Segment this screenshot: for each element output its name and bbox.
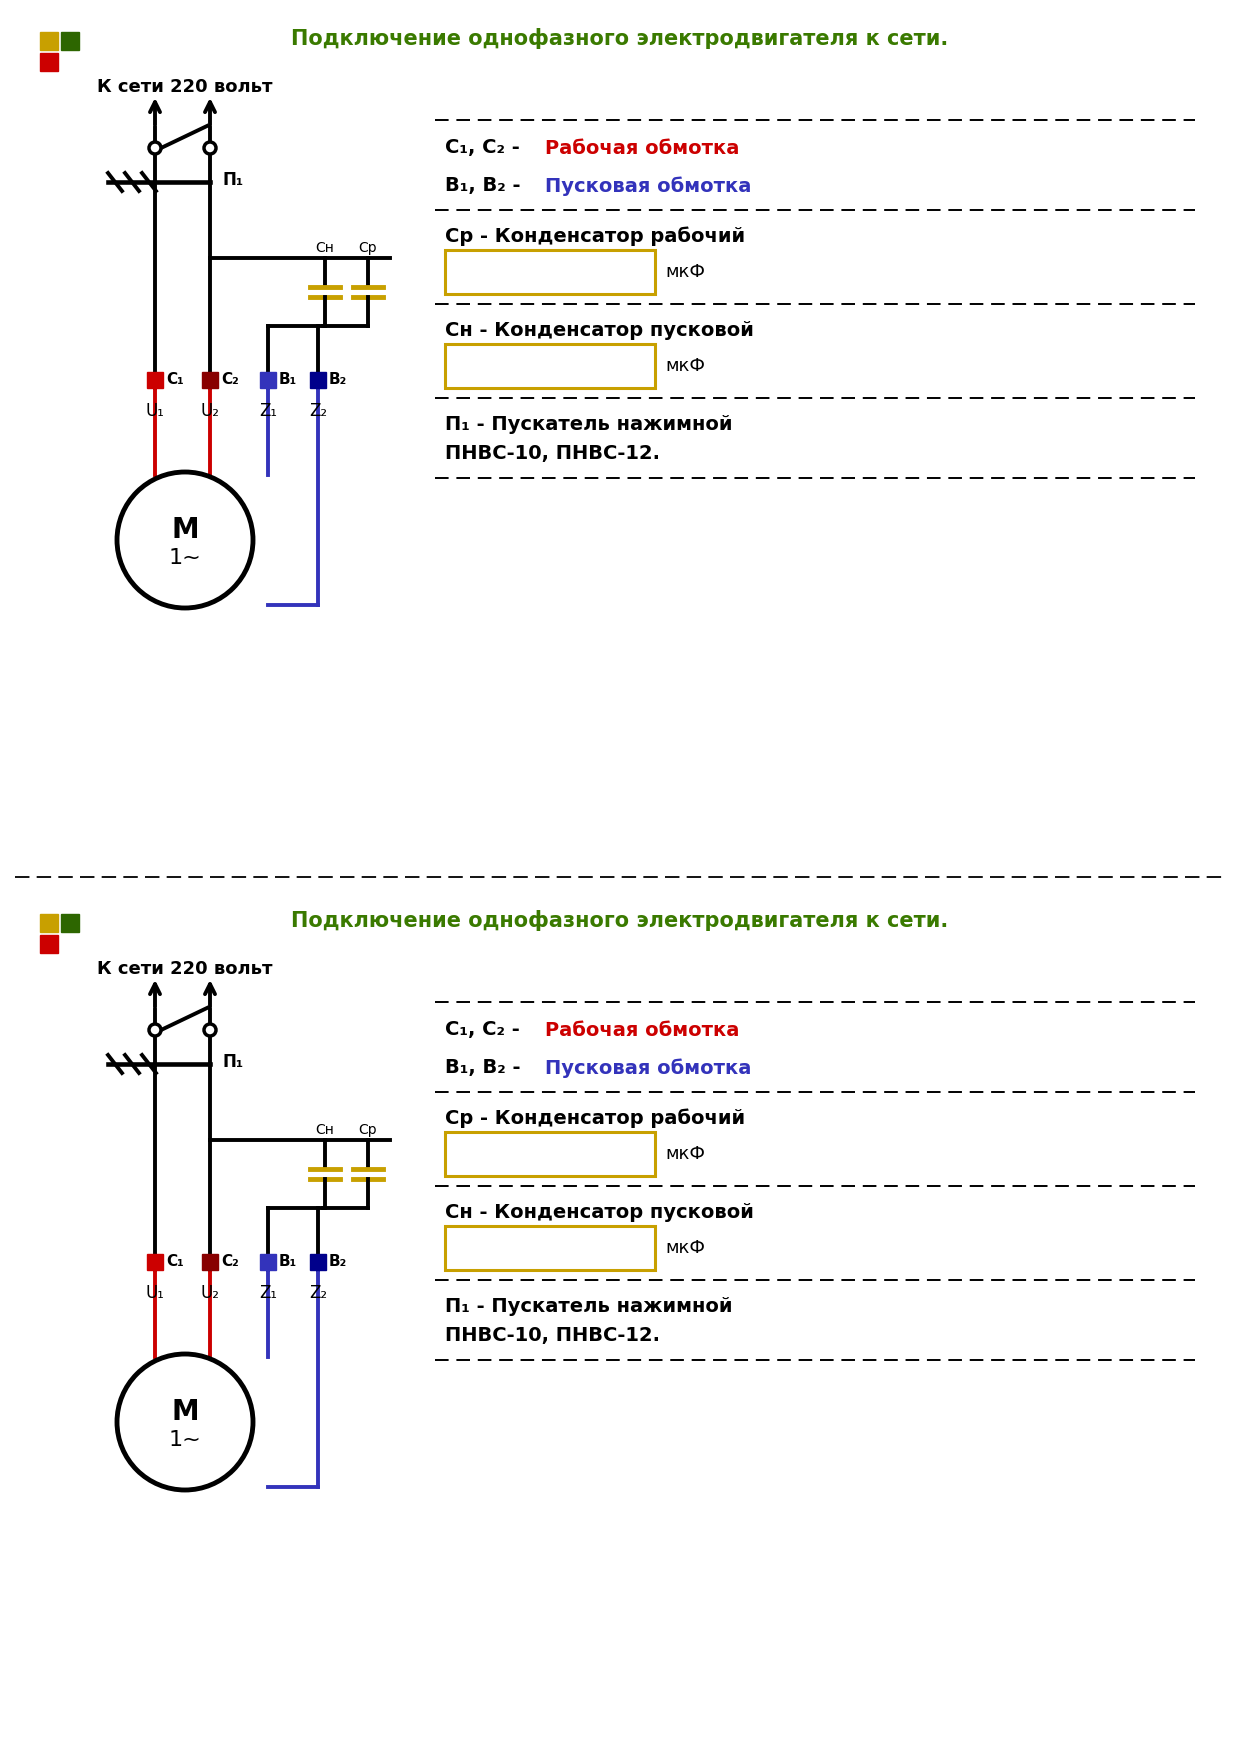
Text: П₁ - Пускатель нажимной: П₁ - Пускатель нажимной [445, 414, 733, 433]
Text: Подключение однофазного электродвигателя к сети.: Подключение однофазного электродвигателя… [291, 910, 949, 931]
Text: ПНВС-10, ПНВС-12.: ПНВС-10, ПНВС-12. [445, 1326, 660, 1345]
Text: мкФ: мкФ [665, 358, 706, 375]
Bar [61, 914, 79, 931]
Bar [40, 935, 58, 952]
Text: Z₁: Z₁ [259, 1284, 277, 1301]
Text: Z₂: Z₂ [309, 402, 327, 419]
Text: ПНВС-10, ПНВС-12.: ПНВС-10, ПНВС-12. [445, 444, 660, 463]
Text: С₁: С₁ [166, 372, 184, 388]
Text: С₁, С₂ -: С₁, С₂ - [445, 139, 527, 158]
Text: U₂: U₂ [201, 402, 219, 419]
Text: Z₁: Z₁ [259, 402, 277, 419]
Bar [40, 32, 58, 51]
Text: В₁: В₁ [279, 372, 298, 388]
Text: Пусковая обмотка: Пусковая обмотка [546, 175, 751, 196]
Bar [260, 1254, 277, 1270]
Bar [310, 1254, 326, 1270]
Text: 1~: 1~ [169, 1430, 201, 1451]
Bar [260, 372, 277, 388]
Bar [445, 251, 655, 295]
Text: Сн - Конденсатор пусковой: Сн - Конденсатор пусковой [445, 321, 754, 340]
Circle shape [205, 1024, 216, 1037]
Bar [202, 372, 218, 388]
Text: 1~: 1~ [169, 547, 201, 568]
Text: мкФ: мкФ [665, 1238, 706, 1258]
Text: Сн: Сн [315, 240, 335, 254]
Text: С₂: С₂ [221, 372, 239, 388]
Text: М: М [171, 516, 198, 544]
Text: U₁: U₁ [145, 402, 165, 419]
Text: Пусковая обмотка: Пусковая обмотка [546, 1058, 751, 1077]
Text: П₁: П₁ [222, 170, 243, 189]
Text: мкФ: мкФ [665, 1145, 706, 1163]
Circle shape [149, 142, 161, 154]
Bar [61, 32, 79, 51]
Bar [445, 344, 655, 388]
Text: Сн: Сн [315, 1123, 335, 1137]
Circle shape [205, 142, 216, 154]
Text: К сети 220 вольт: К сети 220 вольт [97, 959, 273, 979]
Text: С₂: С₂ [221, 1254, 239, 1270]
Text: С₁: С₁ [166, 1254, 184, 1270]
Text: Рабочая обмотка: Рабочая обмотка [546, 139, 739, 158]
Text: Подключение однофазного электродвигателя к сети.: Подключение однофазного электродвигателя… [291, 28, 949, 49]
Text: В₂: В₂ [329, 372, 347, 388]
Text: Ср: Ср [358, 1123, 377, 1137]
Circle shape [149, 1024, 161, 1037]
Bar [202, 1254, 218, 1270]
Circle shape [117, 1354, 253, 1489]
Bar [445, 1131, 655, 1175]
Text: В₁, В₂ -: В₁, В₂ - [445, 177, 527, 195]
Text: Сн - Конденсатор пусковой: Сн - Конденсатор пусковой [445, 1203, 754, 1221]
Circle shape [117, 472, 253, 609]
Text: П₁: П₁ [222, 1052, 243, 1072]
Text: П₁ - Пускатель нажимной: П₁ - Пускатель нажимной [445, 1296, 733, 1316]
Text: В₂: В₂ [329, 1254, 347, 1270]
Text: В₁, В₂ -: В₁, В₂ - [445, 1058, 527, 1077]
Text: U₁: U₁ [145, 1284, 165, 1301]
Bar [148, 372, 162, 388]
Text: Z₂: Z₂ [309, 1284, 327, 1301]
Text: Ср - Конденсатор рабочий: Ср - Конденсатор рабочий [445, 226, 745, 246]
Text: К сети 220 вольт: К сети 220 вольт [97, 77, 273, 96]
Text: U₂: U₂ [201, 1284, 219, 1301]
Text: мкФ: мкФ [665, 263, 706, 281]
Text: В₁: В₁ [279, 1254, 298, 1270]
Text: Ср: Ср [358, 240, 377, 254]
Bar [148, 1254, 162, 1270]
Bar [310, 372, 326, 388]
Text: М: М [171, 1398, 198, 1426]
Bar [445, 1226, 655, 1270]
Bar [40, 914, 58, 931]
Text: Ср - Конденсатор рабочий: Ср - Конденсатор рабочий [445, 1109, 745, 1128]
Text: С₁, С₂ -: С₁, С₂ - [445, 1021, 527, 1040]
Bar [40, 53, 58, 70]
Text: Рабочая обмотка: Рабочая обмотка [546, 1021, 739, 1040]
